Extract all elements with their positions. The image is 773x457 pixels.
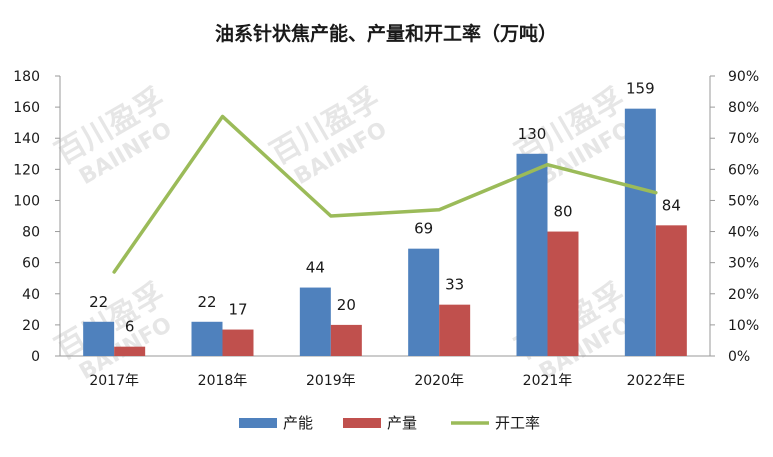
bar-value-label: 69 (414, 220, 433, 238)
bar-value-label: 159 (626, 80, 655, 98)
x-tick-label: 2019年 (306, 373, 356, 389)
bar-value-label: 22 (89, 293, 108, 311)
y-tick-label: 120 (13, 162, 40, 178)
legend-swatch (239, 418, 277, 428)
y2-tick-label: 10% (728, 318, 759, 334)
y-tick-label: 20 (22, 318, 40, 334)
bar-output (331, 325, 362, 356)
y2-tick-label: 40% (728, 225, 759, 241)
y2-tick-label: 60% (728, 162, 759, 178)
y2-tick-label: 90% (728, 69, 759, 85)
y-tick-label: 0 (31, 349, 40, 365)
bar-output (439, 305, 470, 356)
bar-value-label: 33 (445, 276, 464, 294)
y-tick-label: 100 (13, 193, 40, 209)
y2-tick-label: 30% (728, 256, 759, 272)
x-tick-label: 2022年E (627, 373, 685, 389)
legend: 产能 产量 开工率 (239, 414, 540, 432)
x-tick-label: 2021年 (523, 373, 573, 389)
x-tick-label: 2018年 (198, 373, 248, 389)
legend-label: 产量 (387, 414, 417, 432)
bar-capacity (192, 322, 223, 356)
bar-output (548, 232, 579, 356)
y2-tick-label: 70% (728, 131, 759, 147)
y2-tick-label: 80% (728, 100, 759, 116)
y2-tick-label: 50% (728, 193, 759, 209)
bar-value-label: 84 (662, 196, 681, 214)
bar-capacity (408, 249, 439, 356)
y-tick-label: 60 (22, 256, 40, 272)
y-tick-label: 180 (13, 69, 40, 85)
bar-value-label: 80 (553, 203, 572, 221)
bar-capacity (625, 109, 656, 356)
legend-label: 开工率 (495, 414, 540, 432)
chart-title: 油系针状焦产能、产量和开工率（万吨） (215, 22, 557, 45)
bar-capacity (517, 154, 548, 356)
bar-value-label: 6 (125, 318, 135, 336)
y-tick-label: 40 (22, 287, 40, 303)
legend-swatch (343, 418, 381, 428)
bar-capacity (300, 288, 331, 356)
bar-value-label: 22 (197, 293, 216, 311)
bar-value-label: 44 (306, 259, 325, 277)
bar-value-label: 130 (518, 125, 547, 143)
y-tick-label: 140 (13, 131, 40, 147)
bar-value-label: 17 (228, 301, 247, 319)
legend-label: 产能 (283, 414, 313, 432)
bar-capacity (83, 322, 114, 356)
y2-tick-label: 0% (728, 349, 750, 365)
bar-value-label: 20 (337, 296, 356, 314)
x-tick-label: 2020年 (414, 373, 464, 389)
bar-output (223, 330, 254, 356)
x-tick-label: 2017年 (89, 373, 139, 389)
y2-tick-label: 20% (728, 287, 759, 303)
bar-output (656, 225, 687, 356)
bar-output (114, 347, 145, 356)
y-tick-label: 80 (22, 225, 40, 241)
y-tick-label: 160 (13, 100, 40, 116)
